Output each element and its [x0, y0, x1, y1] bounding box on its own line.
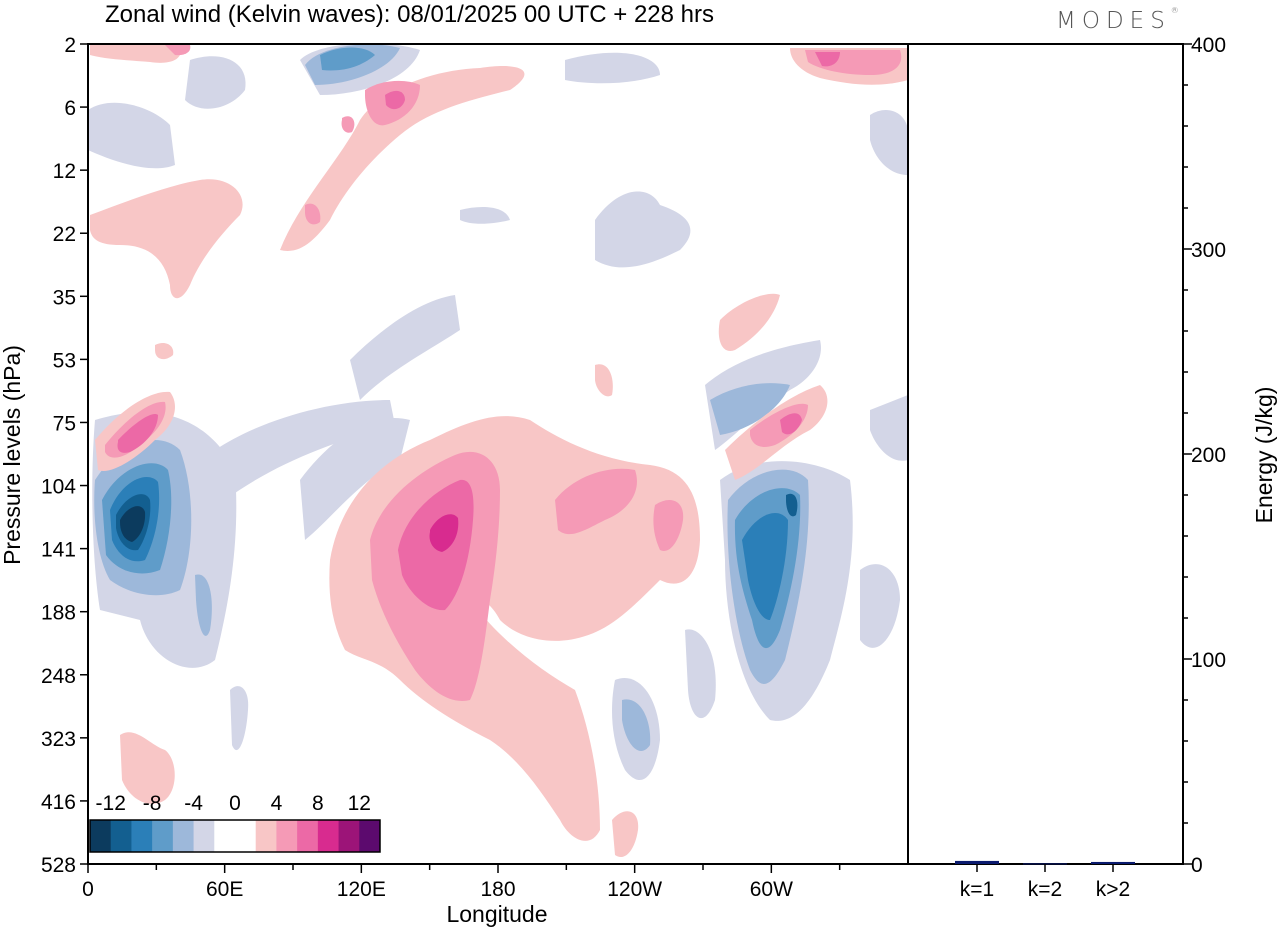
colorbar-swatch — [359, 820, 381, 852]
y-tick-label: 323 — [41, 728, 76, 751]
energy-tick-label: 300 — [1191, 239, 1226, 262]
colorbar-swatch — [276, 820, 298, 852]
y-tick-label: 416 — [41, 791, 76, 814]
pressure-axis-label: Pressure levels (hPa) — [0, 345, 25, 565]
colorbar-label: 8 — [312, 792, 324, 815]
colorbar-swatch — [235, 820, 257, 852]
energy-categories: k=1 k=2 k>2 — [960, 864, 1130, 901]
energy-category-label: k>2 — [1096, 878, 1130, 901]
energy-tick-label: 400 — [1191, 34, 1226, 57]
energy-bars — [955, 860, 1135, 865]
y-tick-label: 12 — [53, 160, 76, 183]
y-tick-label: 528 — [41, 854, 76, 877]
energy-axis-label: Energy (J/kg) — [1251, 387, 1277, 524]
longitude-axis: 0 60E 120E 180 120W 60W — [82, 864, 841, 901]
colorbar-legend: -12 -8 -4 0 4 8 12 — [89, 792, 381, 853]
energy-panel-frame — [907, 43, 1184, 865]
colorbar-label: -4 — [184, 792, 203, 815]
x-tick-label: 0 — [82, 878, 94, 901]
y-tick-label: 75 — [53, 412, 76, 435]
energy-tick-label: 0 — [1191, 854, 1203, 877]
colorbar-swatch — [297, 820, 319, 852]
energy-category-label: k=1 — [960, 878, 994, 901]
colorbar-swatch — [131, 820, 153, 852]
y-tick-label: 6 — [64, 97, 76, 120]
x-tick-label: 180 — [480, 878, 515, 901]
colorbar-swatch — [317, 820, 340, 852]
brand-logo: MODES® — [1056, 6, 1179, 34]
colorbar-label: -8 — [143, 792, 162, 815]
energy-tick-label: 200 — [1191, 444, 1226, 467]
colorbar-swatch — [338, 820, 360, 852]
colorbar-label: 4 — [271, 792, 283, 815]
energy-axis: 0 100 200 300 400 — [1183, 34, 1226, 877]
x-tick-label: 60W — [750, 878, 793, 901]
energy-category-label: k=2 — [1028, 878, 1062, 901]
pressure-axis: 2 6 12 22 35 53 75 104 141 188 248 323 416 528 — [41, 34, 88, 877]
colorbar-label: -12 — [96, 792, 126, 815]
x-tick-label: 60E — [206, 878, 243, 901]
colorbar-swatch — [110, 820, 132, 852]
colorbar-swatch — [90, 820, 112, 852]
contour-field — [87, 43, 909, 865]
colorbar-swatch — [172, 820, 195, 852]
x-tick-label: 120E — [337, 878, 386, 901]
y-tick-label: 35 — [53, 286, 76, 309]
brand-mark: ® — [1170, 6, 1179, 16]
y-tick-label: 141 — [41, 539, 76, 562]
y-tick-label: 2 — [64, 34, 76, 57]
colorbar-label: 12 — [348, 792, 371, 815]
colorbar-swatch — [214, 820, 236, 852]
x-tick-label: 120W — [607, 878, 662, 901]
longitude-axis-label: Longitude — [446, 901, 547, 927]
y-tick-label: 22 — [53, 223, 76, 246]
colorbar-swatch — [193, 820, 215, 852]
energy-bar — [955, 860, 999, 864]
brand-name: MODES — [1056, 8, 1171, 34]
colorbar-label: 0 — [229, 792, 241, 815]
energy-bar — [1023, 863, 1067, 865]
chart-title: Zonal wind (Kelvin waves): 08/01/2025 00… — [105, 1, 714, 28]
energy-tick-label: 100 — [1191, 649, 1226, 672]
y-tick-label: 104 — [41, 476, 76, 499]
y-tick-label: 188 — [41, 602, 76, 625]
energy-bar — [1091, 861, 1135, 864]
y-tick-label: 53 — [53, 349, 76, 372]
y-tick-label: 248 — [41, 665, 76, 688]
colorbar-frame — [89, 819, 381, 853]
colorbar-swatch — [255, 820, 277, 852]
colorbar-swatch — [152, 820, 174, 852]
